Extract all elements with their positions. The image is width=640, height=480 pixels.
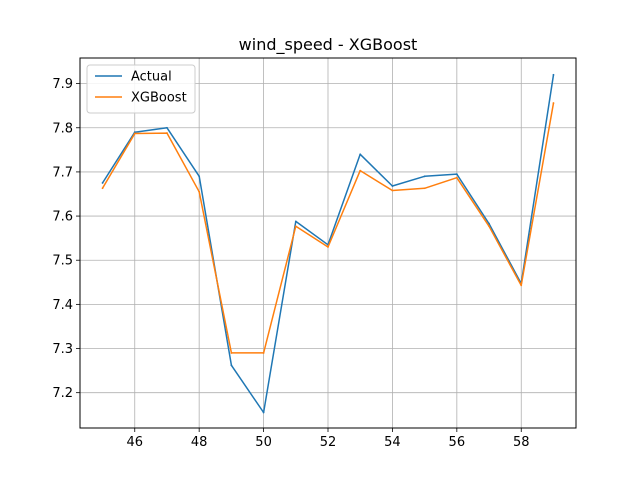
data-point-actual [423, 175, 426, 178]
data-point-xgboost [327, 246, 329, 248]
y-tick-label: 7.5 [52, 254, 73, 269]
y-tick-label: 7.8 [52, 121, 73, 136]
data-point-xgboost [198, 190, 201, 193]
y-tick-label: 7.4 [52, 298, 73, 313]
data-point-actual [101, 182, 104, 184]
y-tick-label: 7.7 [52, 165, 73, 180]
data-point-xgboost [552, 102, 555, 104]
x-tick-label: 52 [320, 435, 337, 450]
y-tick-label: 7.2 [52, 386, 73, 401]
y-tick-label: 7.6 [52, 210, 73, 225]
data-point-actual [262, 411, 265, 414]
data-point-xgboost [133, 132, 136, 135]
data-point-actual [552, 73, 555, 76]
legend: Actual XGBoost [86, 64, 196, 114]
y-tick-label: 7.9 [52, 77, 73, 92]
y-tick-label: 7.3 [52, 342, 73, 357]
legend-box [86, 64, 196, 114]
data-point-actual [359, 153, 362, 156]
data-point-actual [294, 220, 297, 223]
data-point-xgboost [166, 132, 168, 134]
ticks: 46 48 50 52 54 56 58 7.2 7.3 7.4 7.5 7.6 7.7 7.8 7.9 [52, 77, 529, 450]
grid [80, 58, 576, 428]
data-point-xgboost [230, 352, 233, 354]
chart-title: wind_speed - XGBoost [239, 35, 418, 55]
data-point-xgboost [391, 189, 394, 192]
data-point-actual [198, 175, 201, 178]
data-point-xgboost [101, 187, 104, 190]
x-tick-label: 46 [126, 435, 143, 450]
data-point-xgboost [423, 187, 426, 190]
data-point-actual [133, 131, 136, 134]
x-tick-label: 54 [384, 435, 401, 450]
data-point-actual [488, 222, 490, 225]
data-point-xgboost [359, 169, 362, 172]
x-tick-label: 58 [513, 435, 530, 450]
data-point-xgboost [488, 225, 490, 228]
data-point-actual [166, 126, 168, 129]
data-point-xgboost [520, 284, 523, 287]
data-point-actual [391, 185, 394, 187]
legend-label-xgboost: XGBoost [131, 91, 187, 106]
x-tick-label: 50 [255, 435, 272, 450]
x-tick-label: 56 [449, 435, 466, 450]
data-point-actual [455, 173, 458, 176]
series-group [101, 73, 555, 414]
x-tick-label: 48 [191, 435, 208, 450]
legend-label-actual: Actual [131, 70, 172, 85]
data-point-xgboost [455, 176, 458, 179]
data-point-actual [230, 364, 233, 367]
data-point-xgboost [294, 225, 297, 228]
data-point-xgboost [262, 352, 265, 354]
